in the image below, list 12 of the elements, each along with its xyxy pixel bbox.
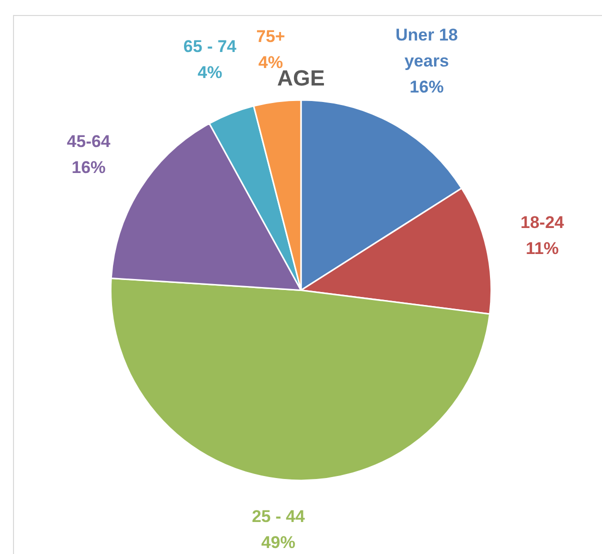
slice-label: 45-64 — [66, 132, 111, 152]
data-label: 11% — [526, 238, 559, 258]
data-label: 4% — [258, 52, 283, 72]
slice-label: 65 - 74 — [183, 36, 237, 56]
slice-label: 25 - 44 — [252, 506, 306, 526]
data-label: 49% — [261, 532, 296, 552]
slice-label: 18-24 — [520, 212, 565, 232]
slice-label: Uner 18 years — [395, 25, 458, 70]
data-label: 4% — [198, 62, 222, 82]
data-label: 16% — [72, 158, 106, 178]
slice-label: 75+ — [256, 26, 286, 46]
data-label: 16% — [410, 77, 444, 96]
